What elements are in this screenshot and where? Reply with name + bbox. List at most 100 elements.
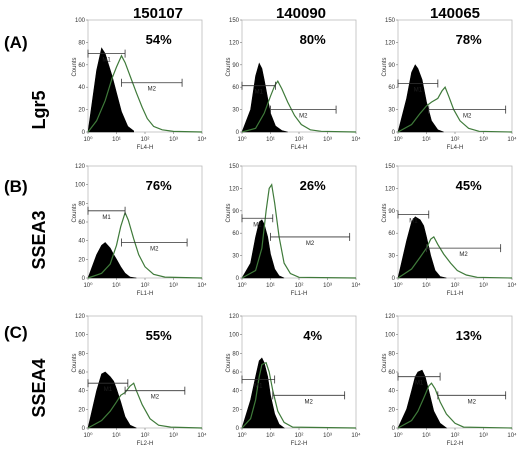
x-tick-label: 10³ bbox=[323, 283, 332, 289]
y-axis-label: Counts bbox=[72, 204, 78, 223]
percent-positive: 4% bbox=[303, 328, 322, 343]
x-tick-label: 10³ bbox=[323, 137, 332, 143]
x-axis-label: FL1-H bbox=[447, 291, 464, 297]
row-letter-a: (A) bbox=[4, 33, 28, 52]
y-tick-label: 120 bbox=[385, 186, 396, 192]
x-tick-label: 10⁴ bbox=[197, 136, 207, 143]
column-header-140090: 140090 bbox=[276, 5, 326, 22]
y-tick-label: 40 bbox=[78, 239, 85, 245]
x-tick-label: 10⁴ bbox=[197, 432, 207, 439]
column-header-150107: 150107 bbox=[133, 5, 183, 22]
gate-m2: M2 bbox=[121, 238, 188, 253]
gate-m1: M1 bbox=[87, 206, 126, 221]
gate-m1: M1 bbox=[241, 81, 276, 96]
x-tick-label: 10¹ bbox=[266, 137, 275, 143]
x-tick-label: 10¹ bbox=[422, 137, 431, 143]
stained-histogram bbox=[397, 236, 513, 279]
x-tick-label: 10¹ bbox=[112, 433, 121, 439]
y-tick-label: 20 bbox=[78, 108, 85, 114]
gate-m2: M2 bbox=[428, 105, 507, 120]
panel-ssea4-150107: 0 20 40 60 80 100 120 Counts 10⁰ 10¹ 10² 10³ 10⁴ FL2-… bbox=[72, 314, 207, 447]
percent-positive: 78% bbox=[456, 32, 482, 47]
y-tick-label: 60 bbox=[232, 85, 239, 91]
y-tick-label: 20 bbox=[78, 257, 85, 263]
x-tick-label: 10⁰ bbox=[237, 136, 247, 143]
gate-label: M2 bbox=[306, 241, 315, 247]
x-tick-label: 10² bbox=[451, 433, 460, 439]
y-tick-label: 100 bbox=[229, 333, 240, 339]
x-tick-label: 10⁰ bbox=[83, 432, 93, 439]
gate-label: M2 bbox=[459, 252, 468, 258]
x-tick-label: 10² bbox=[141, 283, 150, 289]
stained-histogram bbox=[241, 361, 357, 429]
y-tick-label: 80 bbox=[78, 40, 85, 46]
y-tick-label: 150 bbox=[229, 164, 240, 170]
x-tick-label: 10⁰ bbox=[393, 432, 403, 439]
x-tick-label: 10¹ bbox=[112, 283, 121, 289]
row-letter-c: (C) bbox=[4, 323, 28, 342]
y-tick-label: 90 bbox=[232, 63, 239, 69]
stained-histogram bbox=[87, 210, 203, 279]
x-axis-label: FL2-H bbox=[447, 441, 464, 447]
panel-lgr5-150107: 0 20 40 60 80 100 Counts 10⁰ 10¹ 10² 10³ 10⁴ FL4-H M1… bbox=[72, 18, 207, 151]
y-tick-label: 20 bbox=[232, 407, 239, 413]
percent-positive: 45% bbox=[456, 178, 482, 193]
gate-m1: M1 bbox=[397, 210, 430, 225]
gate-label: M1 bbox=[415, 381, 424, 387]
x-tick-label: 10² bbox=[295, 283, 304, 289]
panel-ssea4-140090: 0 20 40 60 80 100 120 Counts 10⁰ 10¹ 10² 10³ 10⁴ FL2-… bbox=[226, 314, 361, 447]
y-tick-label: 60 bbox=[78, 370, 85, 376]
y-tick-label: 120 bbox=[385, 314, 396, 320]
x-tick-label: 10⁰ bbox=[83, 136, 93, 143]
x-axis-label: FL4-H bbox=[291, 145, 308, 151]
y-tick-label: 120 bbox=[229, 40, 240, 46]
x-tick-label: 10³ bbox=[169, 137, 178, 143]
y-tick-label: 0 bbox=[82, 426, 86, 432]
y-tick-label: 60 bbox=[388, 370, 395, 376]
stained-histogram bbox=[87, 54, 203, 133]
y-tick-label: 120 bbox=[75, 164, 86, 170]
y-tick-label: 30 bbox=[388, 254, 395, 260]
x-tick-label: 10² bbox=[141, 137, 150, 143]
gate-label: M1 bbox=[104, 387, 113, 393]
gate-m2: M2 bbox=[437, 391, 507, 405]
y-tick-label: 0 bbox=[392, 276, 396, 282]
percent-positive: 76% bbox=[146, 178, 172, 193]
gate-m1: M1 bbox=[87, 49, 126, 64]
x-axis-label: FL1-H bbox=[291, 291, 308, 297]
y-tick-label: 100 bbox=[385, 333, 396, 339]
gate-label: M2 bbox=[463, 114, 472, 120]
percent-positive: 54% bbox=[146, 32, 172, 47]
x-tick-label: 10¹ bbox=[266, 433, 275, 439]
y-axis-label: Counts bbox=[382, 354, 388, 373]
y-tick-label: 90 bbox=[388, 63, 395, 69]
stained-histogram bbox=[241, 80, 357, 133]
y-tick-label: 60 bbox=[78, 220, 85, 226]
percent-positive: 26% bbox=[300, 178, 326, 193]
gate-m2: M2 bbox=[272, 391, 346, 405]
x-tick-label: 10³ bbox=[323, 433, 332, 439]
control-histogram bbox=[397, 64, 444, 133]
x-axis-label: FL2-H bbox=[291, 441, 308, 447]
gate-label: M1 bbox=[414, 87, 423, 93]
y-tick-label: 80 bbox=[388, 351, 395, 357]
y-tick-label: 30 bbox=[232, 108, 239, 114]
x-tick-label: 10² bbox=[141, 433, 150, 439]
panel-lgr5-140090: 0 30 60 90 120 150 Counts 10⁰ 10¹ 10² 10³ 10⁴ FL4-H M… bbox=[226, 18, 361, 151]
gate-m1: M1 bbox=[241, 375, 276, 389]
x-axis-label: FL4-H bbox=[447, 145, 464, 151]
y-tick-label: 60 bbox=[232, 231, 239, 237]
x-tick-label: 10² bbox=[295, 433, 304, 439]
y-tick-label: 20 bbox=[388, 407, 395, 413]
control-histogram bbox=[87, 371, 137, 429]
y-axis-label: Counts bbox=[72, 58, 78, 77]
panel-ssea3-140065: 0 30 60 90 120 150 Counts 10⁰ 10¹ 10² 10³ 10⁴ FL1-H M… bbox=[382, 164, 517, 297]
x-tick-label: 10⁰ bbox=[393, 136, 403, 143]
x-tick-label: 10² bbox=[451, 137, 460, 143]
histogram-panels: 0 20 40 60 80 100 Counts 10⁰ 10¹ 10² 10³ 10⁴ FL4-H M1… bbox=[72, 18, 517, 447]
y-tick-label: 0 bbox=[82, 130, 86, 136]
y-axis-label: Counts bbox=[382, 58, 388, 77]
gate-label: M1 bbox=[102, 58, 111, 64]
panel-lgr5-140065: 0 30 60 90 120 150 Counts 10⁰ 10¹ 10² 10³ 10⁴ FL4-H M… bbox=[382, 18, 517, 151]
x-tick-label: 10³ bbox=[479, 283, 488, 289]
